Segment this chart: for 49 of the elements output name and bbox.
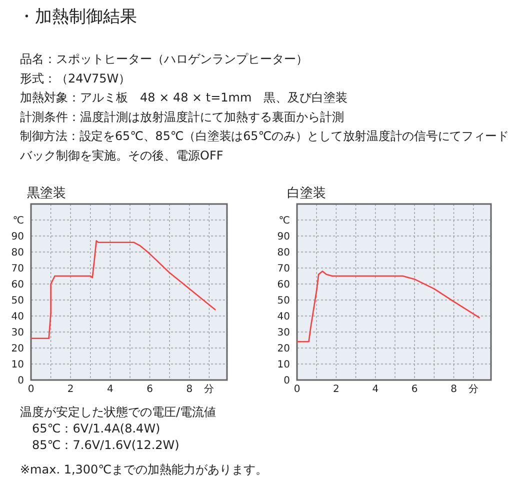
text: 制御方法：設定を65℃、85℃（白塗装は65℃のみ）として放射温度計の信号にてフィード — [20, 129, 514, 144]
x-tick-label: 2 — [333, 384, 340, 395]
x-tick-label: 0 — [294, 384, 300, 395]
text: ・加熱制御結果 — [18, 7, 137, 27]
y-tick-label: 0 — [284, 376, 290, 386]
y-tick-label: 30 — [11, 328, 24, 338]
text: 85℃：7.6V/1.6V(12.2W) — [20, 438, 180, 452]
y-tick-label: 70 — [11, 264, 24, 274]
y-tick-label: 50 — [277, 296, 290, 306]
text: バック制御を実施。その後、電源OFF — [19, 148, 224, 162]
text: 計測条件：温度計測は放射温度計にて加熱する裏面から計測 — [20, 110, 344, 124]
y-tick-label: 80 — [11, 248, 24, 258]
y-tick-label: 10 — [277, 360, 290, 370]
x-tick-label: 8 — [450, 384, 457, 395]
y-tick-label: ℃ — [12, 216, 24, 226]
line-series — [30, 240, 216, 340]
y-tick-label: 50 — [11, 296, 24, 306]
chart-title: 黒塗装 — [27, 186, 66, 201]
x-tick-label: 8 — [186, 384, 193, 395]
y-tick-label: 70 — [277, 264, 290, 274]
x-tick-label: 6 — [411, 384, 418, 395]
x-tick-label: 2 — [67, 384, 74, 395]
y-tick-label: 90 — [277, 232, 290, 242]
x-tick-label: 4 — [107, 384, 114, 395]
y-tick-label: 20 — [277, 344, 290, 354]
y-tick-label: ℃ — [278, 216, 290, 226]
x-tick-label: 6 — [146, 384, 153, 395]
text: ※max. 1,300℃までの加熱能力があります。 — [20, 462, 268, 476]
text: 温度が安定した状態での電圧/電流値 — [20, 405, 216, 419]
x-tick-label: 0 — [28, 384, 34, 395]
y-tick-label: 20 — [11, 344, 24, 354]
y-tick-label: 80 — [277, 248, 290, 258]
x-tick-label: 4 — [372, 384, 379, 395]
text: 形式：（24V75W） — [20, 71, 131, 86]
text: 65℃：6V/1.4A(8.4W) — [20, 422, 160, 436]
x-tick-label: 分 — [204, 383, 214, 395]
chart-title: 白塗装 — [287, 186, 326, 201]
y-tick-label: 0 — [18, 376, 24, 386]
y-tick-label: 30 — [277, 328, 290, 338]
y-tick-label: 60 — [277, 280, 290, 290]
line-series — [296, 270, 480, 342]
y-tick-label: 40 — [11, 312, 24, 322]
y-tick-label: 90 — [11, 232, 24, 242]
y-tick-label: 40 — [277, 312, 290, 322]
y-tick-label: 60 — [11, 280, 24, 290]
x-tick-label: 分 — [468, 383, 478, 395]
text: 加熱対象：アルミ板 48 × 48 × t=1mm 黒、及び白塗装 — [20, 90, 348, 105]
y-tick-label: 10 — [11, 360, 24, 370]
text: 品名：スポットヒーター（ハロゲンランプヒーター） — [20, 52, 308, 66]
